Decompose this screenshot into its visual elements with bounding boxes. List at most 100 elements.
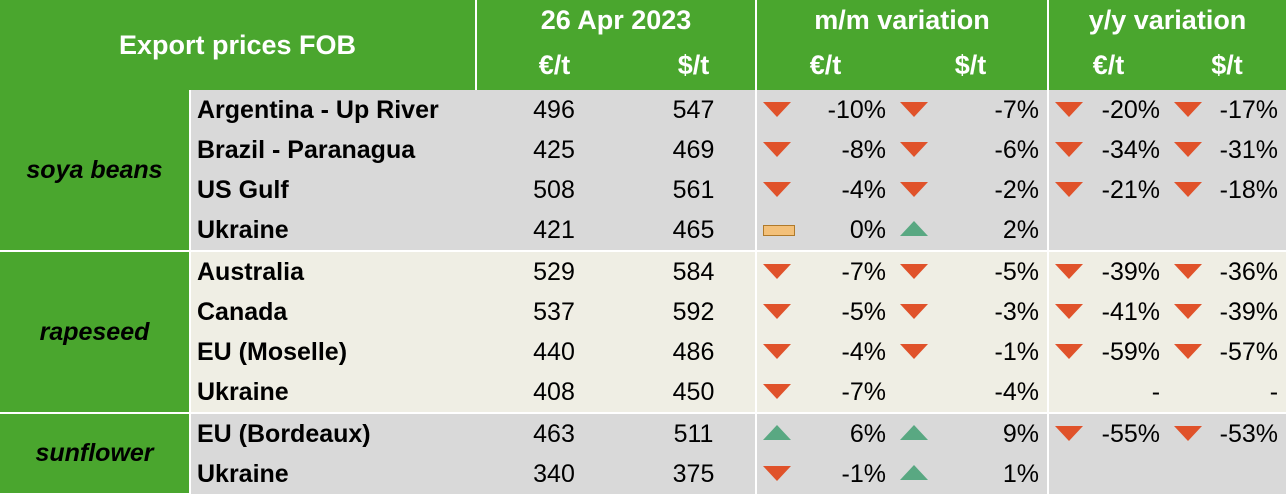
yy-eur-variation-cell: -41%: [1047, 292, 1169, 332]
variation-value: -5%: [841, 297, 887, 326]
origin-cell: Ukraine: [189, 372, 476, 413]
mm-usd-variation-cell: -3%: [894, 292, 1049, 332]
triangle-down-icon: [900, 304, 929, 319]
mm-eur-header: €/t: [755, 40, 895, 90]
variation-value: -20%: [1101, 95, 1161, 124]
yy-eur-variation-cell: -55%: [1047, 412, 1169, 454]
yy-eur-variation-cell: -21%: [1047, 170, 1169, 210]
mm-variation-header: m/m variation: [755, 0, 1049, 40]
yy-variation-header: y/y variation: [1047, 0, 1286, 40]
variation-value: -: [1151, 377, 1161, 406]
variation-value: -2%: [994, 175, 1040, 204]
triangle-down-icon: [763, 182, 792, 197]
mm-usd-variation-cell: -7%: [894, 90, 1049, 130]
mm-usd-variation-cell: 9%: [894, 412, 1049, 454]
price-usd-header: $/t: [632, 40, 757, 90]
mm-usd-variation-cell: -5%: [894, 250, 1049, 292]
mm-usd-header: $/t: [894, 40, 1049, 90]
table-row: sunflower EU (Bordeaux) 463 511 6% 9% -55% -53%: [0, 412, 1286, 495]
mm-usd-variation-cell: -2%: [894, 170, 1049, 210]
price-eur-cell: 463: [476, 412, 632, 454]
price-eur-cell: 537: [476, 292, 632, 332]
table-row: soya beans Argentina - Up River 496 547 -10%…: [0, 90, 1286, 252]
variation-value: -36%: [1219, 257, 1279, 286]
price-usd-cell: 375: [632, 454, 757, 494]
yy-usd-variation-cell: -: [1168, 372, 1286, 413]
mm-eur-variation-cell: -4%: [755, 332, 895, 372]
yy-eur-header: €/t: [1047, 40, 1169, 90]
triangle-down-icon: [1174, 304, 1203, 319]
triangle-down-icon: [1055, 142, 1084, 157]
price-usd-cell: 561: [632, 170, 757, 210]
origin-cell: Ukraine: [189, 454, 476, 494]
table-title: Export prices FOB: [0, 0, 477, 90]
variation-value: -41%: [1101, 297, 1161, 326]
variation-value: -21%: [1101, 175, 1161, 204]
yy-usd-variation-cell: [1168, 454, 1286, 494]
origin-cell: EU (Moselle): [189, 332, 476, 372]
price-eur-cell: 529: [476, 250, 632, 292]
variation-value: -53%: [1219, 419, 1279, 448]
variation-value: -4%: [994, 377, 1040, 406]
triangle-down-icon: [763, 344, 792, 359]
price-usd-cell: 584: [632, 250, 757, 292]
price-usd-cell: 592: [632, 292, 757, 332]
price-usd-cell: 465: [632, 210, 757, 251]
triangle-down-icon: [1174, 264, 1203, 279]
variation-value: -10%: [827, 95, 887, 124]
table-row: rapeseed Australia 529 584 -7% -5% -39% -36%: [0, 250, 1286, 414]
triangle-down-icon: [1055, 304, 1084, 319]
price-usd-cell: 511: [632, 412, 757, 454]
price-eur-cell: 508: [476, 170, 632, 210]
table-row: Canada 537 592 -5% -3% -41% -39%: [0, 292, 1286, 332]
table-row: Ukraine 340 375 -1% 1%: [0, 454, 1286, 494]
yy-usd-variation-cell: -57%: [1168, 332, 1286, 372]
triangle-down-icon: [1174, 344, 1203, 359]
triangle-down-icon: [1055, 102, 1084, 117]
yy-eur-variation-cell: [1047, 454, 1169, 494]
triangle-down-icon: [1055, 426, 1084, 441]
variation-value: -55%: [1101, 419, 1161, 448]
triangle-down-icon: [763, 384, 792, 399]
table-row: US Gulf 508 561 -4% -2% -21% -18%: [0, 170, 1286, 210]
mm-eur-variation-cell: -7%: [755, 250, 895, 292]
triangle-up-icon: [763, 425, 792, 440]
yy-eur-variation-cell: -20%: [1047, 90, 1169, 130]
mm-eur-variation-cell: 6%: [755, 412, 895, 454]
yy-eur-variation-cell: -39%: [1047, 250, 1169, 292]
variation-value: -6%: [994, 135, 1040, 164]
variation-value: 1%: [1002, 459, 1040, 488]
price-eur-cell: 425: [476, 130, 632, 170]
yy-usd-variation-cell: -36%: [1168, 250, 1286, 292]
price-eur-cell: 340: [476, 454, 632, 494]
variation-value: -18%: [1219, 175, 1279, 204]
triangle-up-icon: [900, 425, 929, 440]
variation-value: -5%: [994, 257, 1040, 286]
variation-value: -57%: [1219, 337, 1279, 366]
triangle-down-icon: [1174, 426, 1203, 441]
category-label: sunflower: [0, 412, 190, 495]
triangle-down-icon: [900, 102, 929, 117]
price-usd-cell: 469: [632, 130, 757, 170]
variation-value: -4%: [841, 175, 887, 204]
triangle-up-icon: [900, 221, 929, 236]
price-eur-header: €/t: [476, 40, 632, 90]
triangle-down-icon: [900, 142, 929, 157]
triangle-down-icon: [1055, 182, 1084, 197]
yy-usd-variation-cell: -17%: [1168, 90, 1286, 130]
yy-usd-header: $/t: [1168, 40, 1286, 90]
price-usd-cell: 450: [632, 372, 757, 413]
mm-eur-variation-cell: 0%: [755, 210, 895, 251]
yy-eur-variation-cell: [1047, 210, 1169, 251]
mm-eur-variation-cell: -5%: [755, 292, 895, 332]
triangle-down-icon: [1174, 182, 1203, 197]
triangle-down-icon: [763, 304, 792, 319]
variation-value: -1%: [994, 337, 1040, 366]
yy-usd-variation-cell: -39%: [1168, 292, 1286, 332]
triangle-down-icon: [1055, 344, 1084, 359]
mm-usd-variation-cell: 2%: [894, 210, 1049, 251]
variation-value: -59%: [1101, 337, 1161, 366]
triangle-down-icon: [763, 264, 792, 279]
variation-value: 0%: [849, 215, 887, 244]
